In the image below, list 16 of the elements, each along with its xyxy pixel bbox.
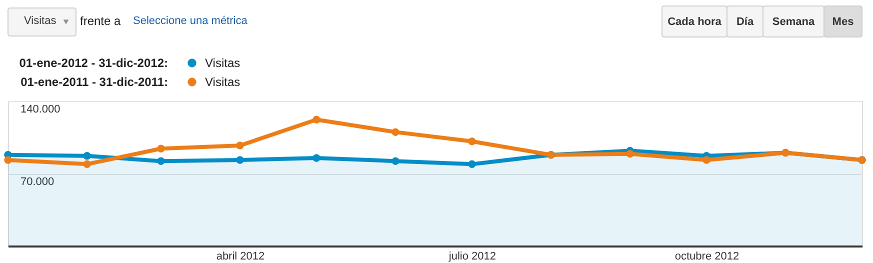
text: Seleccione una métrica <box>133 15 248 27</box>
x-tick-label: julio 2012 <box>448 250 496 262</box>
legend-label: 01-ene-2012 - 31-dic-2012: <box>19 56 168 70</box>
text: Visitas <box>205 56 240 70</box>
text: Día <box>736 16 754 28</box>
text: Mes <box>832 16 854 28</box>
legend-label: 01-ene-2011 - 31-dic-2011: <box>20 75 168 89</box>
y-tick-label: 140.000 <box>20 104 60 116</box>
text: Visitas <box>205 75 240 89</box>
y-tick-label: 70.000 <box>20 176 54 188</box>
x-tick-label: octubre 2012 <box>674 250 740 262</box>
text: frente a <box>80 14 122 28</box>
x-tick-label: abril 2012 <box>216 250 265 262</box>
text: Cada hora <box>668 16 722 28</box>
text: Visitas <box>24 15 57 27</box>
text: Semana <box>772 16 816 28</box>
